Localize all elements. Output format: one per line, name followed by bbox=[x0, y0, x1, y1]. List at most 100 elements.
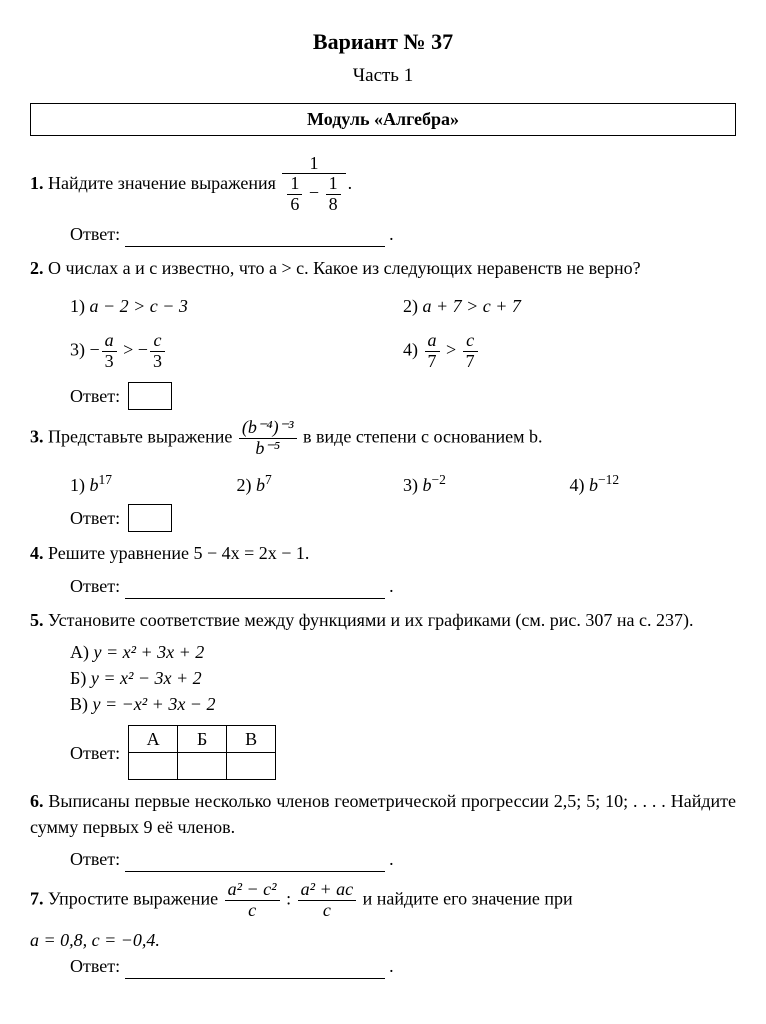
answer-blank[interactable] bbox=[125, 852, 385, 873]
task-1-frac: 1 1 6 − 1 8 bbox=[282, 154, 345, 215]
frac-top: 1 bbox=[282, 154, 345, 175]
task-6: 6. Выписаны первые несколько членов геом… bbox=[30, 788, 736, 872]
exp: 7 bbox=[265, 472, 272, 487]
option-3: 3) b−2 bbox=[403, 470, 570, 498]
func-b: Б) y = x² − 3x + 2 bbox=[70, 665, 736, 691]
n: 1 bbox=[326, 174, 341, 195]
b: b bbox=[256, 475, 265, 495]
mid: > bbox=[442, 340, 461, 360]
func-a: А) y = x² + 3x + 2 bbox=[70, 639, 736, 665]
task-1-answer-row: Ответ: . bbox=[70, 221, 736, 247]
task-4: 4. Решите уравнение 5 − 4x = 2x − 1. Отв… bbox=[30, 540, 736, 598]
task-1-before: Найдите значение выражения bbox=[44, 172, 281, 192]
opt-label: 2) bbox=[403, 296, 423, 316]
answer-label: Ответ: bbox=[70, 953, 120, 979]
task-4-answer-row: Ответ: . bbox=[70, 573, 736, 599]
n: c bbox=[463, 331, 478, 352]
answer-blank[interactable] bbox=[125, 578, 385, 599]
task-7: 7. Упростите выражение a² − c²c : a² + a… bbox=[30, 880, 736, 979]
task-2: 2. О числах a и c известно, что a > c. К… bbox=[30, 255, 736, 410]
answer-label: Ответ: bbox=[70, 846, 120, 872]
frac-1-6: 1 6 bbox=[287, 174, 302, 215]
part-subtitle: Часть 1 bbox=[30, 62, 736, 90]
d: b⁻⁵ bbox=[239, 439, 297, 459]
div: : bbox=[282, 889, 296, 909]
d: c bbox=[225, 901, 280, 921]
n: a² + ac bbox=[298, 880, 357, 901]
frac-a-7: a7 bbox=[425, 331, 440, 372]
cond: a = 0,8, c = −0,4. bbox=[30, 930, 160, 950]
opt-label: 4) bbox=[403, 340, 423, 360]
task-3-options: 1) b17 2) b7 3) b−2 4) b−12 bbox=[70, 464, 736, 504]
lbl: Б) bbox=[70, 668, 91, 688]
task-7-after: и найдите его значение при bbox=[358, 889, 573, 909]
cell-a[interactable] bbox=[129, 753, 178, 780]
answer-label: Ответ: bbox=[70, 221, 120, 247]
n: c bbox=[150, 331, 165, 352]
expr: y = x² − 3x + 2 bbox=[91, 668, 202, 688]
task-2-answer-row: Ответ: bbox=[70, 382, 736, 410]
answer-box[interactable] bbox=[128, 382, 172, 410]
th-b: Б bbox=[178, 726, 227, 753]
task-4-text: 4. Решите уравнение 5 − 4x = 2x − 1. bbox=[30, 540, 736, 566]
task-6-num: 6. bbox=[30, 791, 44, 811]
answer-table: А Б В bbox=[128, 725, 276, 780]
answer-label: Ответ: bbox=[70, 740, 120, 766]
task-2-text: 2. О числах a и c известно, что a > c. К… bbox=[30, 255, 736, 281]
opt-label: 3) bbox=[403, 475, 423, 495]
frac-bot: 1 6 − 1 8 bbox=[282, 174, 345, 215]
minus: − bbox=[304, 183, 323, 203]
opt-expr: a − 2 > c − 3 bbox=[90, 296, 188, 316]
frac-c-7: c7 bbox=[463, 331, 478, 372]
lbl: В) bbox=[70, 694, 93, 714]
table-row bbox=[129, 753, 276, 780]
task-5: 5. Установите соответствие между функция… bbox=[30, 607, 736, 780]
d: 8 bbox=[326, 195, 341, 215]
task-3-before: Представьте выражение bbox=[44, 426, 237, 446]
task-7-answer-row: Ответ: . bbox=[70, 953, 736, 979]
b: b bbox=[423, 475, 432, 495]
answer-blank[interactable] bbox=[125, 958, 385, 979]
task-2-body: О числах a и c известно, что a > c. Како… bbox=[44, 258, 641, 278]
opt-label: 2) bbox=[237, 475, 257, 495]
option-1: 1) a − 2 > c − 3 bbox=[70, 293, 403, 319]
task-6-body: Выписаны первые несколько членов геометр… bbox=[30, 791, 736, 837]
func-c: В) y = −x² + 3x − 2 bbox=[70, 691, 736, 717]
task-4-body: Решите уравнение 5 − 4x = 2x − 1. bbox=[44, 543, 310, 563]
option-4: 4) a7 > c7 bbox=[403, 331, 736, 372]
mid: > − bbox=[119, 340, 148, 360]
b: b bbox=[90, 475, 99, 495]
dot: . bbox=[348, 172, 353, 192]
frac-1-8: 1 8 bbox=[326, 174, 341, 215]
dot: . bbox=[389, 576, 394, 596]
task-5-num: 5. bbox=[30, 610, 44, 630]
expr: y = −x² + 3x − 2 bbox=[93, 694, 216, 714]
task-2-num: 2. bbox=[30, 258, 44, 278]
opt-label: 1) bbox=[70, 296, 90, 316]
task-5-body: Установите соответствие между функциями … bbox=[44, 610, 694, 630]
answer-label: Ответ: bbox=[70, 573, 120, 599]
frac-a-3: a3 bbox=[102, 331, 117, 372]
option-2: 2) a + 7 > c + 7 bbox=[403, 293, 736, 319]
answer-box[interactable] bbox=[128, 504, 172, 532]
dot: . bbox=[389, 956, 394, 976]
th-c: В bbox=[227, 726, 276, 753]
answer-blank[interactable] bbox=[125, 226, 385, 247]
b: b bbox=[589, 475, 598, 495]
task-5-text: 5. Установите соответствие между функция… bbox=[30, 607, 736, 633]
task-1-num: 1. bbox=[30, 172, 44, 192]
task-3-after: в виде степени с основанием b. bbox=[299, 426, 543, 446]
task-3: 3. Представьте выражение (b⁻⁴)⁻³ b⁻⁵ в в… bbox=[30, 418, 736, 533]
module-heading: Модуль «Алгебра» bbox=[30, 103, 736, 135]
task-4-num: 4. bbox=[30, 543, 44, 563]
answer-label: Ответ: bbox=[70, 505, 120, 531]
n: 1 bbox=[287, 174, 302, 195]
opt-label: 3) bbox=[70, 340, 90, 360]
cell-c[interactable] bbox=[227, 753, 276, 780]
cell-b[interactable] bbox=[178, 753, 227, 780]
task-6-text: 6. Выписаны первые несколько членов геом… bbox=[30, 788, 736, 840]
task-1: 1. Найдите значение выражения 1 1 6 − 1 … bbox=[30, 154, 736, 247]
task-3-frac: (b⁻⁴)⁻³ b⁻⁵ bbox=[239, 418, 297, 459]
frac-2: a² + acc bbox=[298, 880, 357, 921]
table-row: А Б В bbox=[129, 726, 276, 753]
